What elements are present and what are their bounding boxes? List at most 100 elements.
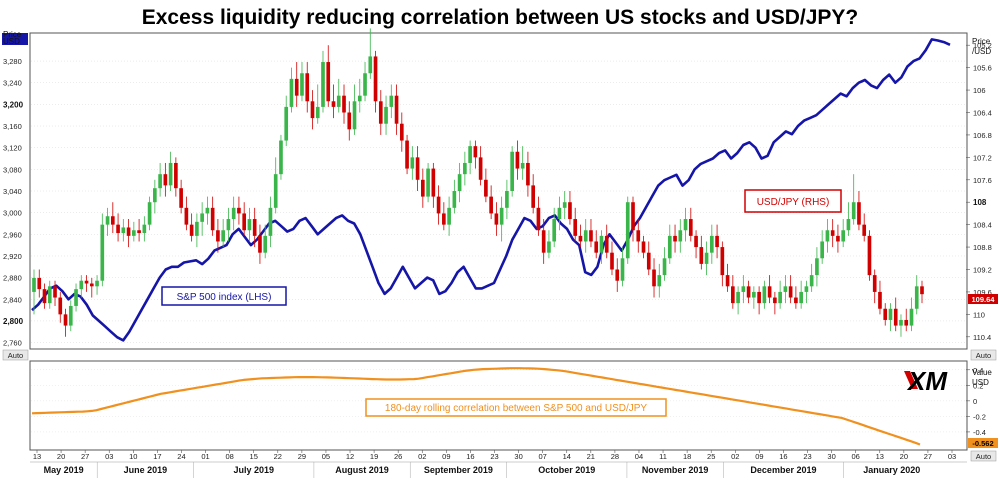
right-tick-label: 107.2 xyxy=(973,153,992,162)
x-tick-label: 23 xyxy=(803,452,811,461)
x-tick-label: 13 xyxy=(876,452,884,461)
usdjpy-last-badge xyxy=(968,294,998,304)
usdjpy-candle-body xyxy=(836,235,840,242)
lower-tick-label: -0.2 xyxy=(973,412,986,421)
upper-panel: 2,760 2,800 2,840 2,880 2,920 2,960 3,000 3,040… xyxy=(3,28,992,350)
usdjpy-candle-body xyxy=(731,286,735,304)
usdjpy-candle-body xyxy=(132,230,136,236)
usdjpy-candle-body xyxy=(631,202,635,231)
usdjpy-candle-body xyxy=(846,219,851,231)
x-tick-label: 18 xyxy=(683,452,691,461)
usdjpy-candle-body xyxy=(394,95,399,124)
left-tick-label: 3,000 xyxy=(3,209,22,218)
usdjpy-candle-body xyxy=(505,191,509,208)
left-tick-label: 3,240 xyxy=(3,79,22,88)
usdjpy-candle-body xyxy=(515,151,520,169)
usdjpy-candles xyxy=(32,28,924,337)
usdjpy-candle-body xyxy=(594,241,599,253)
usdjpy-candle-body xyxy=(825,230,830,242)
usdjpy-candle-body xyxy=(557,207,562,220)
x-tick-label: 08 xyxy=(225,452,233,461)
usdjpy-candle-body xyxy=(494,213,499,225)
usdjpy-candle-body xyxy=(694,235,698,248)
usdjpy-candle-body xyxy=(794,297,798,304)
left-tick-label: 2,920 xyxy=(3,252,22,261)
usdjpy-candle-body xyxy=(153,188,157,203)
usdjpy-candle-body xyxy=(231,207,236,220)
auto-lower-button[interactable] xyxy=(970,450,997,462)
usdjpy-candle-body xyxy=(510,151,514,191)
usdjpy-candle-body xyxy=(752,291,756,298)
usdjpy-candle-body xyxy=(704,252,709,264)
chart-title: Excess liquidity reducing correlation be… xyxy=(142,6,859,29)
auto-left-label: Auto xyxy=(8,351,23,360)
usdjpy-candle-body xyxy=(216,230,220,242)
usdjpy-candle-body xyxy=(321,62,325,107)
usdjpy-candle-body xyxy=(200,213,204,222)
usdjpy-candle-body xyxy=(652,269,656,287)
usdjpy-candle-body xyxy=(315,106,320,119)
usdjpy-candle-body xyxy=(126,227,131,236)
usdjpy-candle-body xyxy=(384,106,388,124)
corr-last-value: -0.562 xyxy=(972,439,993,448)
right-tick-label: 105.6 xyxy=(973,64,992,73)
usdjpy-candle-body xyxy=(368,56,373,74)
x-tick-label: 17 xyxy=(153,452,161,461)
x-tick-label: 10 xyxy=(129,452,137,461)
x-tick-label: 25 xyxy=(707,452,715,461)
usdjpy-candle-body xyxy=(357,95,362,102)
usdjpy-candle-body xyxy=(478,157,483,180)
x-tick-label: 20 xyxy=(900,452,908,461)
x-tick-label: 03 xyxy=(948,452,956,461)
usdjpy-candle-body xyxy=(47,286,52,304)
usdjpy-candle-body xyxy=(552,219,557,242)
x-tick-label: 21 xyxy=(587,452,595,461)
auto-right-button[interactable] xyxy=(970,349,997,361)
right-tick-label: 109.6 xyxy=(973,288,992,297)
x-month-label: July 2019 xyxy=(233,465,274,475)
x-tick-label: 23 xyxy=(490,452,498,461)
usdjpy-candle-body xyxy=(121,227,126,234)
usdjpy-candle-body xyxy=(310,101,315,119)
auto-lower-label: Auto xyxy=(976,452,991,461)
usdjpy-candle-body xyxy=(830,230,835,236)
right-tick-label: 110.4 xyxy=(973,333,991,342)
usdjpy-candle-body xyxy=(526,162,530,186)
usdjpy-candle-body xyxy=(920,286,924,295)
usdjpy-candle-body xyxy=(116,224,120,234)
usdjpy-annotation-box xyxy=(744,189,842,213)
usdjpy-candle-body xyxy=(589,230,593,242)
x-tick-label: 16 xyxy=(779,452,787,461)
usdjpy-candle-body xyxy=(720,247,725,276)
corr-annotation: 180-day rolling correlation between S&P … xyxy=(365,398,667,417)
usdjpy-candle-body xyxy=(258,235,262,253)
x-tick-label: 09 xyxy=(442,452,450,461)
x-tick-label: 03 xyxy=(105,452,113,461)
left-axis: 2,760 2,800 2,840 2,880 2,920 2,960 3,000 3,040… xyxy=(3,57,24,348)
usdjpy-candle-body xyxy=(63,314,68,326)
usdjpy-candle-body xyxy=(615,269,620,281)
usdjpy-candle-body xyxy=(893,308,898,326)
usdjpy-candle-body xyxy=(878,291,882,309)
x-tick-label: 22 xyxy=(274,452,282,461)
usdjpy-candle-body xyxy=(809,275,814,287)
usdjpy-candle-body xyxy=(499,207,504,225)
usdjpy-candle-body xyxy=(536,207,541,231)
x-tick-label: 14 xyxy=(563,452,571,461)
usdjpy-candle-body xyxy=(457,174,462,191)
usdjpy-candle-body xyxy=(221,230,225,242)
usdjpy-candle-body xyxy=(410,157,415,169)
x-tick-label: 30 xyxy=(827,452,835,461)
usdjpy-candle-body xyxy=(914,286,919,309)
sp500-line xyxy=(31,38,951,342)
auto-left-button[interactable] xyxy=(2,349,29,361)
usdjpy-candle-body xyxy=(442,213,446,225)
usdjpy-candle-body xyxy=(32,277,36,292)
usdjpy-candle-body xyxy=(851,202,856,220)
usdjpy-candle-body xyxy=(53,286,57,298)
usdjpy-candle-body xyxy=(74,289,78,306)
x-tick-label: 04 xyxy=(635,452,643,461)
usdjpy-candle-body xyxy=(58,297,63,315)
usdjpy-candle-body xyxy=(662,258,667,276)
x-tick-label: 26 xyxy=(394,452,402,461)
